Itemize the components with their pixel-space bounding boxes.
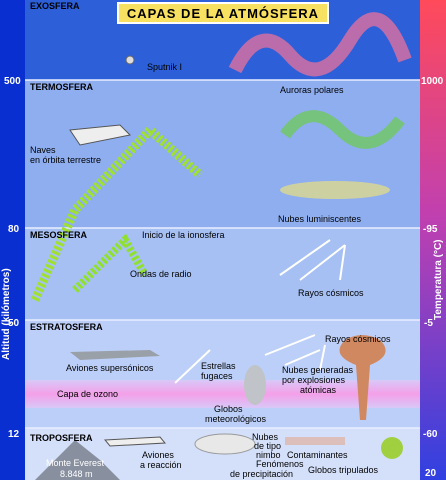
label: Globos tripulados [308,465,379,475]
temperature-tick: -95 [423,224,438,235]
altitude-tick: 12 [8,429,20,440]
layer-name: TROPOSFERA [30,433,93,443]
layer-lines [25,79,420,429]
label: Nubes generadas [282,365,354,375]
label: Monte Everest [46,458,105,468]
atomic-cloud [339,335,386,420]
layer-name: MESOSFERA [30,230,88,240]
shooting-star [174,349,211,384]
label: atómicas [300,385,337,395]
aurora [280,110,405,149]
label: Rayos cósmicos [325,334,391,344]
jet [103,436,167,447]
mesosphere-bg [25,228,420,320]
label: 8.848 m [60,469,93,479]
shuttle [69,124,132,146]
altitude-bar [0,0,25,480]
altitude-tick: 80 [8,224,20,235]
label: Fenómenos [256,459,304,469]
label: a reacción [140,460,182,470]
everest [35,440,120,480]
noctilucent-cloud [280,181,390,199]
label: Naves [30,145,56,155]
label: Aviones supersónicos [66,363,154,373]
label: Sputnik I [147,62,182,72]
label: Aviones [142,450,174,460]
radio-waves [30,123,204,302]
label: de tipo [254,441,281,451]
label: Ondas de radio [130,269,192,279]
label: fugaces [201,371,233,381]
title-box [117,2,329,24]
hot-air-balloon [381,437,403,459]
temperature-tick: -5 [424,318,433,329]
cosmic-rays [264,239,346,371]
radio-waves [72,233,149,293]
title: CAPAS DE LA ATMÓSFERA [127,6,319,21]
label: por explosiones [282,375,346,385]
aurora-exo [228,12,412,77]
altitude-label: Altitud (kilómetros) [1,268,12,360]
nimbus-cloud [194,433,256,455]
label: de precipitación [230,469,293,479]
temperature-tick: 1000 [421,76,444,87]
label: Auroras polares [280,85,344,95]
layer-name: EXOSFERA [30,1,80,11]
label: Capa de ozono [57,389,118,399]
weather-balloon [244,365,266,405]
supersonic-plane [70,350,160,360]
label: Inicio de la ionosfera [142,230,225,240]
label: en órbita terrestre [30,155,101,165]
temperature-tick: -60 [423,429,438,440]
altitude-tick: 500 [4,76,21,87]
temperature-label: Temperatura (°C) [433,240,444,321]
layer-name: ESTRATOSFERA [30,322,103,332]
altitude-tick: 50 [8,318,20,329]
thermosphere-bg [25,80,420,228]
label: Contaminantes [287,450,348,460]
label: Nubes luminiscentes [278,214,362,224]
label: Rayos cósmicos [298,288,364,298]
label: nimbo [256,450,281,460]
sputnik [125,55,135,65]
pollution [285,437,345,445]
temperature-tick: 20 [425,468,437,479]
label: Nubes [252,432,279,442]
label: Estrellas [201,361,236,371]
temperature-bar [420,0,446,480]
label: meteorológicos [205,414,267,424]
ozone-band [25,380,420,408]
layer-name: TERMOSFERA [30,82,94,92]
label: Globos [214,404,243,414]
